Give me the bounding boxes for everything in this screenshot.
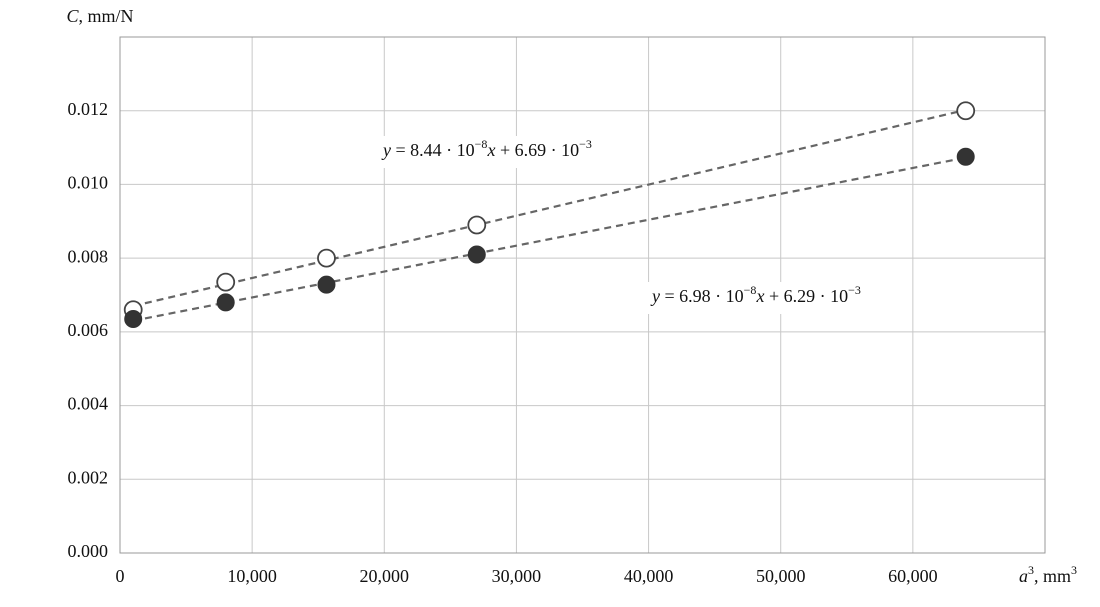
x-tick-label: 60,000 (888, 566, 938, 586)
data-point (467, 215, 487, 235)
x-tick-label: 20,000 (360, 566, 410, 586)
x-tick-label: 30,000 (492, 566, 542, 586)
data-point (216, 293, 235, 312)
text-segment: y (381, 140, 391, 160)
x-tick-label: 0 (116, 566, 125, 586)
y-tick-label: 0.010 (68, 173, 109, 193)
trendline (133, 156, 966, 322)
plot-frame (119, 36, 1046, 554)
text-segment: C (66, 6, 79, 26)
text-segment: −8 (744, 283, 757, 297)
data-point (956, 147, 975, 166)
text-segment: , mm/N (79, 6, 134, 26)
annotation: y = 6.98 · 10−8x + 6.29 · 10−3 (650, 283, 861, 306)
trendline (132, 108, 966, 308)
annotation: y = 8.44 · 10−8x + 6.69 · 10−3 (381, 137, 592, 160)
y-tick-label: 0.004 (68, 394, 109, 414)
text-segment: + 6.29 · 10 (764, 286, 848, 306)
text-segment: a (1019, 566, 1028, 586)
text-segment: + 6.69 · 10 (495, 140, 579, 160)
y-axis-label: C, mm/N (66, 6, 133, 26)
data-point (317, 248, 336, 268)
y-tick-label: 0.006 (68, 320, 109, 340)
data-point (467, 245, 486, 264)
x-tick-label: 50,000 (756, 566, 806, 586)
data-point (317, 275, 336, 294)
annotation-background (644, 282, 871, 314)
annotation-background (375, 136, 602, 168)
y-tick-label: 0.000 (68, 541, 109, 561)
text-segment: , mm (1034, 566, 1071, 586)
text-segment: 3 (1028, 563, 1034, 577)
x-tick-label: 40,000 (624, 566, 674, 586)
data-point (216, 272, 236, 292)
text-segment: −3 (579, 137, 592, 151)
x-axis-label: a3, mm3 (1019, 563, 1077, 586)
y-tick-label: 0.012 (68, 99, 109, 119)
text-segment: x (486, 140, 495, 160)
text-segment: x (755, 286, 764, 306)
text-segment: = 8.44 · 10 (391, 140, 475, 160)
text-segment: = 6.98 · 10 (660, 286, 744, 306)
data-point (124, 309, 143, 328)
y-tick-label: 0.002 (68, 467, 109, 487)
text-segment: y (650, 286, 660, 306)
text-segment: −3 (848, 283, 861, 297)
data-point (956, 101, 976, 121)
y-tick-label: 0.008 (68, 246, 109, 266)
text-segment: 3 (1071, 563, 1077, 577)
x-tick-label: 10,000 (227, 566, 277, 586)
text-segment: −8 (475, 137, 488, 151)
